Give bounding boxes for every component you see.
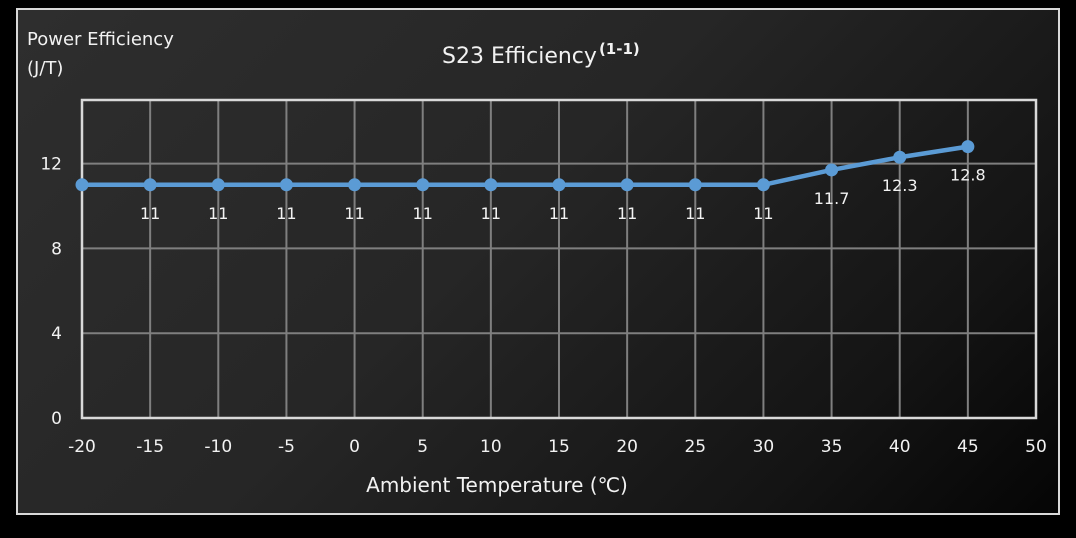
x-tick-label: 5: [417, 437, 428, 457]
data-label: 11: [413, 204, 433, 223]
x-tick-label: -5: [278, 437, 295, 457]
data-label: 11: [549, 204, 569, 223]
data-label: 11: [140, 204, 160, 223]
data-point-marker: [484, 178, 498, 192]
data-label: 11: [617, 204, 637, 223]
data-series: [75, 140, 975, 192]
data-label: 12.8: [950, 166, 986, 185]
data-label: 11: [685, 204, 705, 223]
data-point-marker: [961, 140, 975, 154]
series-line: [82, 144, 969, 188]
x-tick-label: 45: [957, 437, 979, 457]
y-axis-title-line1: Power Efficiency: [27, 29, 174, 50]
x-tick-label: -15: [136, 437, 164, 457]
data-point-marker: [825, 163, 839, 177]
y-axis-title-line2: (J/T): [27, 58, 63, 79]
plot-area-border: [80, 98, 1038, 420]
data-point-marker: [552, 178, 566, 192]
data-label: 11: [344, 204, 364, 223]
data-label: 11: [753, 204, 773, 223]
data-point-marker: [279, 178, 293, 192]
chart-frame: [16, 8, 1060, 515]
data-label: 11: [208, 204, 228, 223]
data-labels: 11 11 11 11 11 11 11 11 11 11 11.7 12.3 12.8: [140, 166, 986, 223]
data-point-marker: [211, 178, 225, 192]
y-tick-label: 0: [51, 409, 62, 429]
x-tick-label: -20: [68, 437, 96, 457]
y-tick-label: 4: [51, 324, 62, 344]
data-point-marker: [143, 178, 157, 192]
data-label: 11: [276, 204, 296, 223]
x-axis-title: Ambient Temperature (℃): [366, 473, 628, 497]
data-point-marker: [416, 178, 430, 192]
y-tick-label: 12: [40, 155, 62, 175]
data-point-marker: [893, 150, 907, 164]
chart-title: S23 Efficiency (1-1): [442, 40, 640, 69]
x-tick-label: 40: [889, 437, 911, 457]
y-tick-label: 8: [51, 239, 62, 259]
x-axis-tick-labels: -20 -15 -10 -5 0 5 10 15 20 25 30 35 40 45 50: [68, 437, 1047, 457]
data-point-marker: [620, 178, 634, 192]
x-tick-label: 15: [548, 437, 570, 457]
x-tick-label: 35: [821, 437, 843, 457]
x-tick-label: 0: [349, 437, 360, 457]
x-tick-label: 30: [753, 437, 775, 457]
data-label: 11.7: [814, 189, 850, 208]
data-point-marker: [756, 178, 770, 192]
x-tick-label: 25: [684, 437, 706, 457]
data-point-marker: [348, 178, 362, 192]
x-tick-label: -10: [204, 437, 232, 457]
x-tick-label: 10: [480, 437, 502, 457]
x-tick-label: 20: [616, 437, 638, 457]
grid-lines: [81, 99, 1037, 419]
data-label: 11: [481, 204, 501, 223]
data-point-marker: [75, 178, 89, 192]
data-label: 12.3: [882, 176, 918, 195]
x-tick-label: 50: [1025, 437, 1047, 457]
data-point-marker: [688, 178, 702, 192]
y-axis-tick-labels: 0 4 8 12: [40, 155, 62, 429]
